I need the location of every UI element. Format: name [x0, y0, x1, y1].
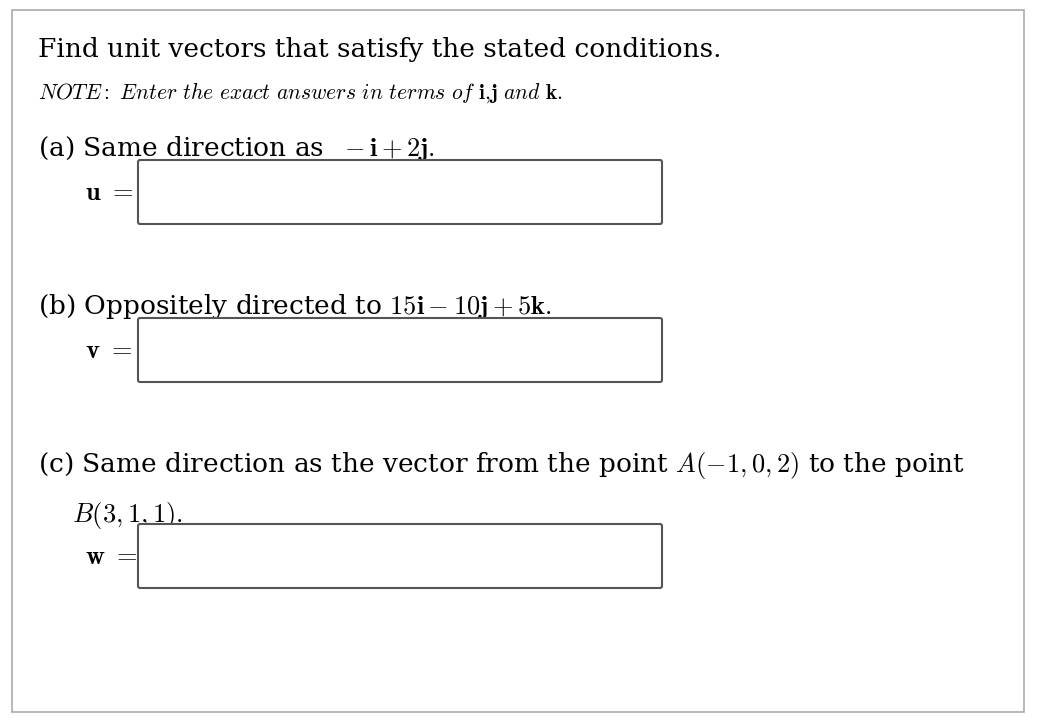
Text: Find unit vectors that satisfy the stated conditions.: Find unit vectors that satisfy the state… — [38, 37, 722, 62]
FancyBboxPatch shape — [138, 524, 662, 588]
FancyBboxPatch shape — [12, 10, 1024, 712]
Text: (a) Same direction as $\ -\mathbf{i}+2\mathbf{j}.$: (a) Same direction as $\ -\mathbf{i}+2\m… — [38, 134, 435, 163]
Text: (b) Oppositely directed to $15\mathbf{i}-10\mathbf{j}+5\mathbf{k}.$: (b) Oppositely directed to $15\mathbf{i}… — [38, 292, 552, 321]
Text: $\mathbf{v}\ =$: $\mathbf{v}\ =$ — [85, 337, 133, 362]
Text: $\mathbf{w}\ =$: $\mathbf{w}\ =$ — [85, 544, 138, 568]
FancyBboxPatch shape — [138, 160, 662, 224]
FancyBboxPatch shape — [138, 318, 662, 382]
Text: $B(3,1,1).$: $B(3,1,1).$ — [72, 500, 184, 531]
Text: (c) Same direction as the vector from the point $A(-1,0,2)$ to the point: (c) Same direction as the vector from th… — [38, 450, 965, 481]
Text: $\mathit{NOTE{:}\ Enter\ the\ exact\ answers\ in\ terms\ of\ }\mathbf{i}\mathit{: $\mathit{NOTE{:}\ Enter\ the\ exact\ ans… — [38, 80, 562, 105]
Text: $\mathbf{u}\ =$: $\mathbf{u}\ =$ — [85, 180, 133, 204]
